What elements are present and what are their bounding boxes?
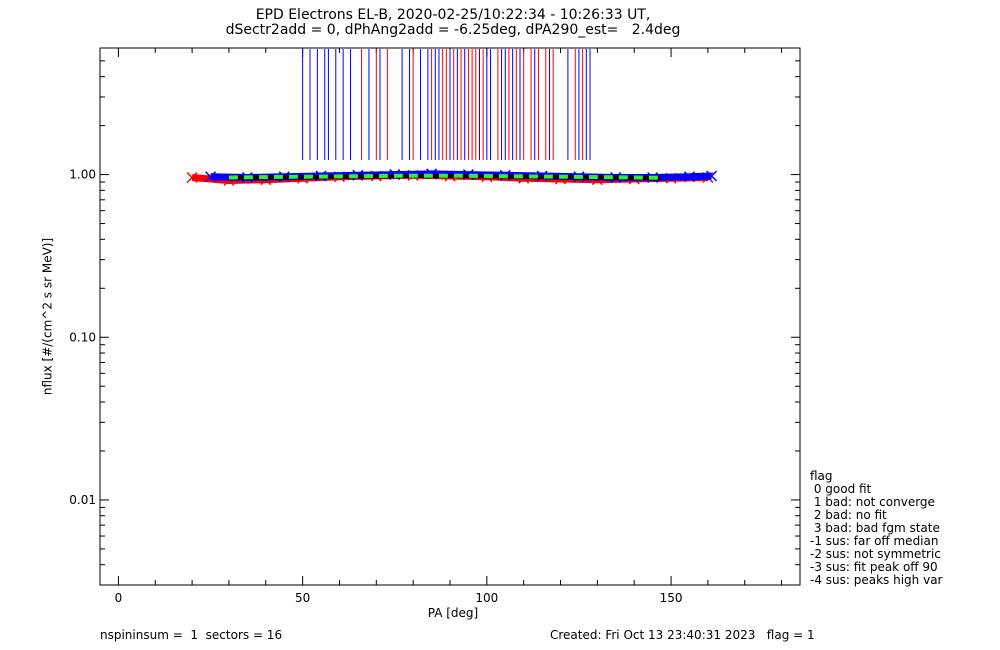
- x-axis-label: PA [deg]: [427, 606, 479, 620]
- y-tick-label: 1.00: [69, 168, 96, 182]
- legend-entry: 2 bad: no fit: [810, 508, 887, 522]
- legend-entry: -2 sus: not symmetric: [810, 547, 941, 561]
- legend-entry: 3 bad: bad fgm state: [810, 521, 940, 535]
- chart-title: EPD Electrons EL-B, 2020-02-25/10:22:34 …: [255, 7, 651, 23]
- legend-entry: -4 sus: peaks high var: [810, 573, 943, 587]
- y-axis-label: nflux [#/(cm^2 s sr MeV)]: [40, 237, 55, 396]
- legend-title: flag: [810, 469, 833, 483]
- x-tick-label: 50: [295, 591, 310, 605]
- y-tick-label: 0.10: [69, 330, 96, 344]
- data-point: [186, 171, 198, 184]
- data-point: [706, 170, 718, 182]
- chart-subtitle: dSectr2add = 0, dPhAng2add = -6.25deg, d…: [225, 22, 681, 38]
- footer-right: Created: Fri Oct 13 23:40:31 2023 flag =…: [550, 628, 815, 642]
- x-tick-label: 0: [115, 591, 123, 605]
- y-tick-label: 0.01: [69, 493, 96, 507]
- legend-entry: 1 bad: not converge: [810, 495, 935, 509]
- legend-entry: -3 sus: fit peak off 90: [810, 560, 938, 574]
- legend-entry: -1 sus: far off median: [810, 534, 939, 548]
- x-tick-label: 100: [475, 591, 498, 605]
- fit-line-green: [228, 173, 661, 180]
- footer-left: nspininsum = 1 sectors = 16: [100, 628, 283, 642]
- data-point: [204, 171, 217, 183]
- x-tick-label: 150: [660, 591, 683, 605]
- data-point: [683, 171, 696, 183]
- legend-entry: 0 good fit: [810, 482, 872, 496]
